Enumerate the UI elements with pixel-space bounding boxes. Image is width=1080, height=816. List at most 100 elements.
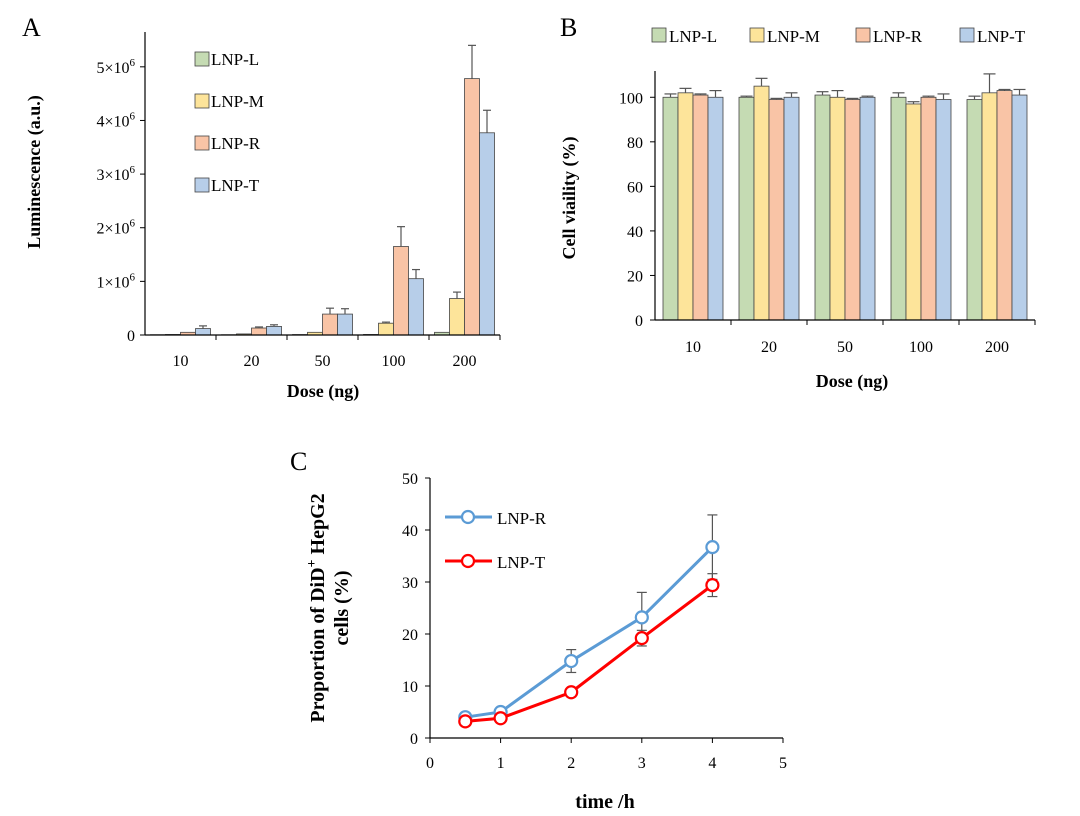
chart-b-bar-lnp-r-20 (768, 99, 785, 321)
chart-c-y-tick-0: 0 (410, 731, 418, 748)
chart-a-legend-swatch-lnp-r (194, 135, 210, 151)
chart-c-point-lnp-t-3 (634, 631, 649, 646)
chart-a-x-label: Dose (ng) (287, 381, 360, 402)
chart-c-point-lnp-r-2 (564, 653, 579, 669)
chart-c-x-tick-4: 4 (708, 755, 716, 772)
chart-a-legend-swatch-lnp-l (194, 51, 210, 67)
chart-c-y-label-line1: Proportion of DiD+ HepG2 (305, 493, 329, 722)
chart-b-bar-lnp-t-10 (707, 96, 724, 321)
chart-b-x-tick-10: 10 (685, 339, 701, 356)
chart-c-y-label-part2: HepG2 (307, 493, 329, 559)
chart-a-y-tick: 5×106 (96, 57, 135, 77)
chart-b-y-tick-100: 100 (619, 90, 643, 107)
chart-c-line-lnp-t (465, 583, 714, 723)
chart-a-bar-lnp-t-10 (195, 328, 211, 336)
chart-c-point-lnp-t-2 (564, 685, 579, 700)
chart-b-legend-lnp-l: LNP-L (669, 27, 717, 46)
chart-c-legend-marker-lnp-t (460, 553, 476, 569)
chart-b-bar-lnp-t-100 (935, 99, 952, 321)
panel-label-c: C (290, 447, 307, 476)
chart-a-x-tick-100: 100 (382, 353, 406, 370)
chart-b-bar-lnp-l-200 (966, 99, 983, 321)
chart-a-bar-lnp-m-100 (378, 322, 394, 336)
chart-b-bar-lnp-r-10 (692, 94, 709, 321)
chart-b-bar-lnp-m-100 (905, 103, 922, 321)
chart-c-point-lnp-r-4 (705, 540, 720, 555)
chart-a-x-tick-200: 200 (453, 353, 477, 370)
chart-c-x-tick-5: 5 (779, 755, 787, 772)
chart-a-y-tick-exp: 6 (130, 57, 136, 69)
chart-a-y-tick: 0 (127, 328, 135, 345)
chart-a-bar-lnp-t-20 (266, 326, 282, 336)
chart-a-legend-swatch-lnp-m (194, 93, 210, 109)
chart-a-bar-lnp-t-50 (337, 313, 353, 336)
chart-b-legend-lnp-m: LNP-M (767, 27, 820, 46)
chart-a-x-tick-10: 10 (173, 353, 189, 370)
chart-b-y-tick-80: 80 (627, 135, 643, 152)
chart-a-y-tick: 1×106 (96, 271, 135, 291)
chart-b-y-tick-20: 20 (627, 268, 643, 285)
chart-c-x-tick-0: 0 (426, 755, 434, 772)
chart-c-x-label: time /h (575, 791, 634, 813)
chart-c-y-tick-50: 50 (402, 471, 418, 488)
chart-a-bar-lnp-m-200 (449, 298, 465, 336)
chart-c-x-tick-2: 2 (567, 755, 575, 772)
chart-b-x-label: Dose (ng) (816, 371, 889, 392)
chart-a-legend-swatch-lnp-t (194, 177, 210, 193)
chart-c-line-lnp-r (465, 546, 714, 719)
chart-b-y-label: Cell viaility (%) (559, 137, 580, 260)
chart-b-x-tick-200: 200 (985, 339, 1009, 356)
chart-b-bar-lnp-r-100 (920, 96, 937, 321)
chart-a-legend-lnp-m: LNP-M (211, 92, 264, 111)
chart-a-legend-lnp-r: LNP-R (211, 134, 261, 153)
chart-c-y-label-sup: + (305, 559, 320, 567)
chart-c-legend-lnp-t: LNP-T (497, 553, 546, 572)
chart-b-bar-lnp-l-20 (738, 96, 755, 321)
chart-b-bar-lnp-m-10 (677, 92, 694, 321)
chart-a-x-tick-50: 50 (315, 353, 331, 370)
chart-a-bar-lnp-r-200 (464, 78, 480, 336)
chart-c-y-label-part1: Proportion of DiD (307, 567, 329, 722)
chart-a-y-tick: 2×106 (96, 218, 135, 238)
chart-b-x-tick-100: 100 (909, 339, 933, 356)
chart-a-y-tick-exp: 6 (130, 271, 136, 283)
chart-a-x-tick-20: 20 (244, 353, 260, 370)
chart-a-bar-lnp-r-20 (251, 327, 267, 336)
chart-c-y-tick-40: 40 (402, 523, 418, 540)
chart-a-y-tick: 3×106 (96, 164, 135, 184)
chart-b-legend-lnp-t: LNP-T (977, 27, 1026, 46)
chart-c-y-tick-20: 20 (402, 627, 418, 644)
chart-a-legend-lnp-t: LNP-T (211, 176, 260, 195)
chart-c-x-tick-3: 3 (638, 755, 646, 772)
chart-a-y-tick-exp: 6 (130, 164, 136, 176)
chart-b-bar-lnp-r-200 (996, 90, 1013, 321)
chart-b-bar-lnp-m-50 (829, 96, 846, 321)
chart-b-bar-lnp-t-50 (859, 96, 876, 321)
chart-b-bar-lnp-t-20 (783, 96, 800, 321)
chart-a-y-tick-exp: 6 (130, 218, 136, 230)
chart-b-legend-swatch-lnp-l (651, 27, 667, 43)
chart-a-y-tick: 4×106 (96, 110, 135, 130)
chart-b-bar-lnp-m-200 (981, 92, 998, 321)
chart-c-point-lnp-t-0.5 (458, 714, 473, 729)
chart-c-y-label-line2: cells (%) (331, 571, 353, 646)
chart-b-legend-swatch-lnp-m (749, 27, 765, 43)
chart-a-y-tick-exp: 6 (130, 110, 136, 122)
chart-b-x-tick-20: 20 (761, 339, 777, 356)
chart-b-bar-lnp-r-50 (844, 99, 861, 321)
chart-b-legend-swatch-lnp-r (855, 27, 871, 43)
chart-c-legend-marker-lnp-r (460, 509, 476, 525)
chart-b-y-tick-0: 0 (635, 313, 643, 330)
chart-b: 10 20 50 100 200 0 20 40 60 80 100 LNP-L LNP-M LNP-R L… (619, 27, 1036, 356)
chart-c-x-tick-1: 1 (497, 755, 505, 772)
chart-a-bar-lnp-r-100 (393, 246, 409, 336)
chart-c-legend-lnp-r: LNP-R (497, 509, 547, 528)
chart-a-bar-lnp-r-50 (322, 313, 338, 336)
chart-c-point-lnp-t-1 (493, 711, 508, 726)
chart-a-y-label: Luminescence (a.u.) (24, 95, 45, 248)
chart-b-bar-lnp-m-20 (753, 85, 770, 321)
chart-b-y-tick-60: 60 (627, 179, 643, 196)
chart-c-point-lnp-r-3 (634, 610, 649, 625)
